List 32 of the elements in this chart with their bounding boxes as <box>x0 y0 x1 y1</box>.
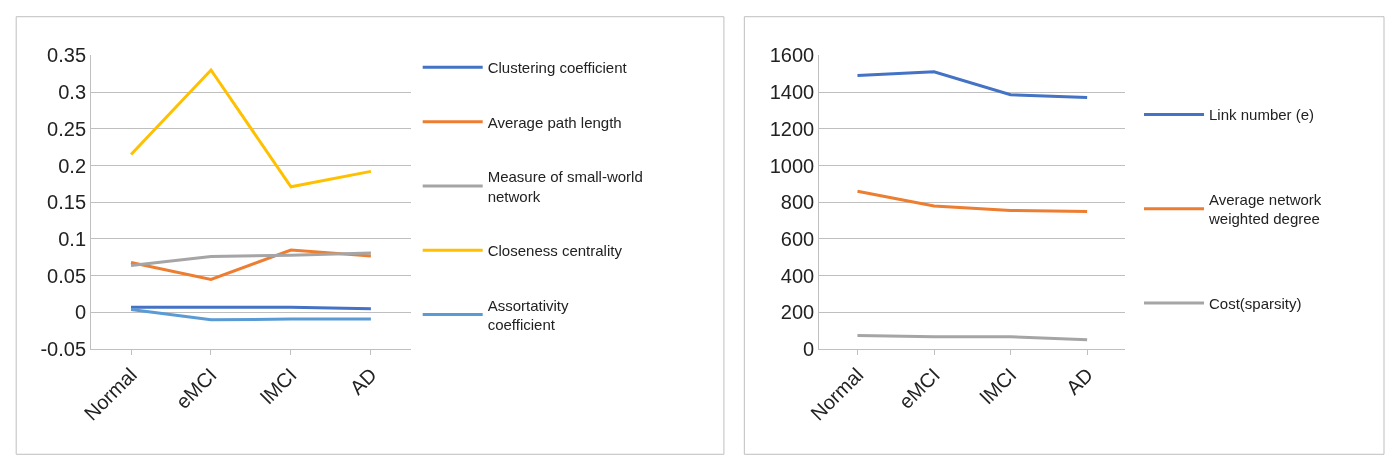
y-tick-label: -0.05 <box>40 338 87 361</box>
legend-label: Cost(sparsity) <box>1209 294 1302 312</box>
y-tick-label: 1000 <box>769 154 815 177</box>
legend-label: Closeness centrality <box>487 242 623 260</box>
y-tick-label: 0.35 <box>47 44 87 67</box>
line-series <box>129 68 373 189</box>
line-series <box>855 70 1089 100</box>
y-tick-label: 0.05 <box>47 264 87 287</box>
y-tick-label: 0 <box>803 338 815 361</box>
legend-label: Link number (e) <box>1209 106 1315 124</box>
y-tick-label: 1200 <box>769 117 815 140</box>
legend-label: Average network weighted degree <box>1208 190 1322 228</box>
x-tick-label: AD <box>345 363 381 399</box>
x-tick-label: AD <box>1061 363 1098 399</box>
legend-label: Assortativity coefficient <box>487 296 570 334</box>
legend-label: Measure of small-world network <box>487 168 643 205</box>
line-series <box>855 189 1089 213</box>
y-tick-label: 1400 <box>769 81 815 104</box>
y-tick-label: 600 <box>780 227 815 250</box>
y-tick-label: 0.3 <box>58 81 87 104</box>
legend-label: Clustering coefficient <box>487 59 628 77</box>
y-tick-label: 0.2 <box>58 154 87 177</box>
line-series <box>129 251 373 267</box>
y-tick-label: 1600 <box>769 44 815 67</box>
y-tick-label: 400 <box>780 264 815 287</box>
y-tick-label: 0 <box>74 301 87 324</box>
y-tick-label: 0.25 <box>47 117 87 140</box>
y-tick-label: 200 <box>780 301 815 324</box>
y-tick-label: 0.1 <box>58 227 87 250</box>
legend-label: Average path length <box>487 113 622 131</box>
y-tick-label: 0.15 <box>47 191 87 214</box>
y-tick-label: 800 <box>780 191 815 214</box>
